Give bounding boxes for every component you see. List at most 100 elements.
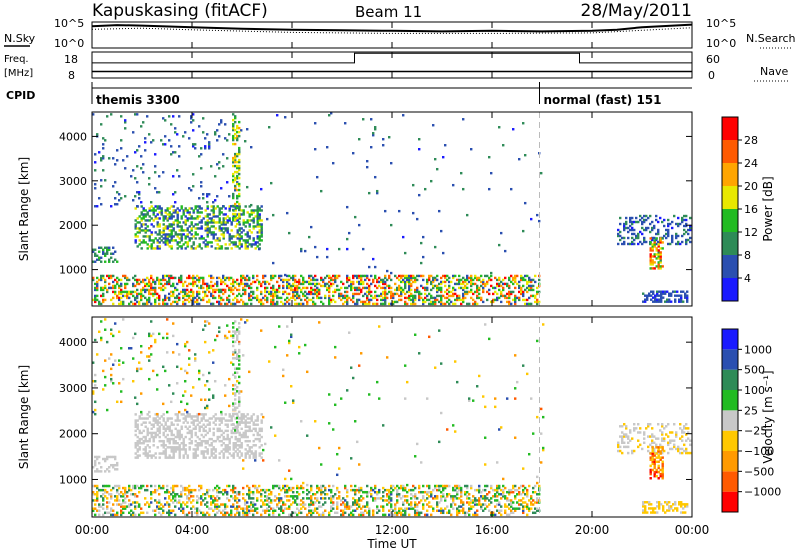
- heatmap-cell: [202, 415, 205, 418]
- heatmap-cell: [134, 505, 137, 508]
- heatmap-cell: [310, 274, 313, 278]
- heatmap-cell: [94, 338, 97, 342]
- heatmap-cell: [476, 513, 479, 517]
- heatmap-cell: [138, 302, 141, 306]
- heatmap-cell: [158, 439, 161, 443]
- heatmap-cell: [216, 490, 219, 494]
- heatmap-cell: [180, 237, 183, 240]
- heatmap-cell: [322, 490, 325, 494]
- heatmap-cell: [340, 294, 343, 298]
- heatmap-cell: [432, 280, 435, 284]
- heatmap-cell: [252, 452, 255, 455]
- heatmap-cell: [158, 425, 161, 428]
- heatmap-cell: [192, 300, 195, 304]
- heatmap-cell: [494, 505, 497, 508]
- heatmap-cell: [94, 300, 97, 304]
- heatmap-cell: [342, 503, 345, 506]
- heatmap-cell: [661, 241, 664, 244]
- heatmap-cell: [162, 505, 165, 508]
- heatmap-cell: [138, 431, 141, 435]
- heatmap-cell: [238, 284, 241, 288]
- heatmap-cell: [256, 423, 259, 426]
- heatmap-cell: [254, 452, 257, 455]
- heatmap-cell: [162, 117, 165, 120]
- heatmap-cell: [190, 439, 193, 443]
- heatmap-cell: [508, 513, 511, 517]
- heatmap-cell: [158, 493, 161, 496]
- heatmap-cell: [238, 217, 241, 220]
- heatmap-cell: [178, 292, 181, 296]
- heatmap-cell: [256, 209, 259, 212]
- heatmap-cell: [414, 511, 417, 515]
- heatmap-cell: [656, 292, 659, 295]
- heatmap-cell: [514, 300, 517, 304]
- heatmap-cell: [142, 239, 145, 242]
- heatmap-cell: [152, 278, 155, 282]
- heatmap-cell: [326, 288, 329, 292]
- heatmap-cell: [400, 497, 403, 500]
- heatmap-cell: [174, 450, 177, 453]
- heatmap-cell: [190, 229, 193, 232]
- heatmap-cell: [352, 509, 355, 512]
- heatmap-cell: [629, 216, 632, 220]
- heatmap-cell: [162, 413, 165, 416]
- heatmap-cell: [252, 225, 255, 228]
- heatmap-cell: [332, 503, 335, 506]
- heatmap-cell: [524, 501, 527, 504]
- heatmap-cell: [448, 284, 451, 288]
- heatmap-cell: [158, 217, 161, 220]
- heatmap-cell: [324, 488, 327, 492]
- heatmap-cell: [180, 400, 183, 404]
- heatmap-cell: [178, 221, 181, 224]
- heatmap-cell: [360, 499, 363, 502]
- heatmap-cell: [254, 243, 257, 246]
- heatmap-cell: [518, 290, 521, 294]
- heatmap-cell: [130, 300, 133, 304]
- heatmap-cell: [643, 218, 646, 222]
- heatmap-cell: [446, 296, 449, 300]
- heatmap-cell: [204, 429, 207, 433]
- heatmap-cell: [140, 351, 143, 354]
- heatmap-cell: [222, 437, 225, 441]
- heatmap-cell: [362, 490, 365, 494]
- heatmap-cell: [168, 505, 171, 508]
- heatmap-cell: [266, 495, 269, 498]
- colorbar-swatch: [722, 163, 738, 186]
- heatmap-cell: [238, 282, 241, 286]
- heatmap-cell: [400, 276, 403, 280]
- heatmap-cell: [150, 247, 153, 250]
- heatmap-cell: [198, 290, 201, 294]
- heatmap-cell: [240, 209, 243, 212]
- heatmap-cell: [232, 442, 235, 445]
- heatmap-cell: [238, 239, 241, 242]
- heatmap-cell: [272, 288, 275, 292]
- heatmap-cell: [136, 369, 139, 373]
- heatmap-cell: [272, 486, 275, 490]
- heatmap-cell: [264, 274, 267, 278]
- heatmap-cell: [210, 286, 213, 290]
- heatmap-cell: [456, 513, 459, 517]
- heatmap-cell: [442, 509, 445, 512]
- heatmap-cell: [659, 241, 662, 244]
- heatmap-cell: [452, 294, 455, 298]
- heatmap-cell: [655, 242, 658, 246]
- heatmap-cell: [496, 292, 499, 296]
- heatmap-cell: [134, 484, 137, 488]
- heatmap-cell: [426, 503, 429, 506]
- heatmap-cell: [140, 367, 143, 371]
- heatmap-cell: [356, 300, 359, 304]
- heatmap-cell: [244, 225, 247, 228]
- heatmap-cell: [288, 499, 291, 502]
- y-tick-label: 2000: [59, 219, 87, 232]
- heatmap-cell: [232, 138, 235, 142]
- heatmap-cell: [276, 290, 279, 294]
- heatmap-cell: [140, 229, 143, 232]
- heatmap-cell: [244, 421, 247, 424]
- heatmap-cell: [682, 290, 685, 293]
- heatmap-cell: [308, 511, 311, 515]
- heatmap-cell: [252, 221, 255, 224]
- heatmap-cell: [224, 490, 227, 494]
- heatmap-cell: [436, 484, 439, 488]
- heatmap-cell: [252, 439, 255, 443]
- heatmap-cell: [366, 505, 369, 508]
